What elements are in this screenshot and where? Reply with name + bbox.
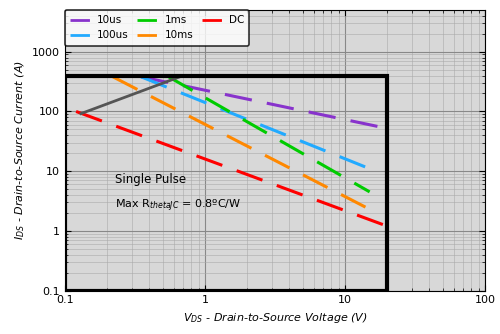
- Y-axis label: I$_{DS}$ - Drain-to-Source Current (A): I$_{DS}$ - Drain-to-Source Current (A): [13, 60, 26, 240]
- X-axis label: V$_{DS}$ - Drain-to-Source Voltage (V): V$_{DS}$ - Drain-to-Source Voltage (V): [182, 311, 368, 325]
- Text: Single Pulse: Single Pulse: [116, 173, 186, 186]
- Text: Max R$_{thetaJC}$ = 0.8ºC/W: Max R$_{thetaJC}$ = 0.8ºC/W: [116, 198, 242, 214]
- Legend: 10us, 100us, 1ms, 10ms, DC: 10us, 100us, 1ms, 10ms, DC: [65, 10, 249, 46]
